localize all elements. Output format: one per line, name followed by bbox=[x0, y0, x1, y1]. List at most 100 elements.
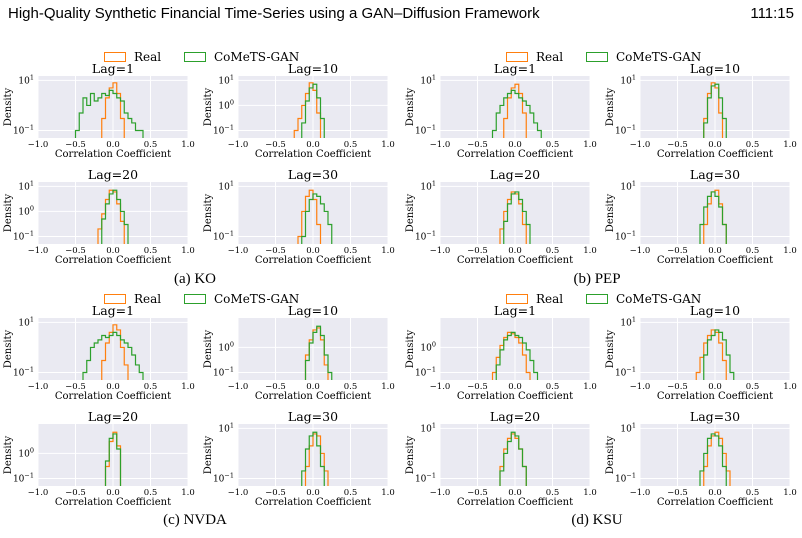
legend-item-synthetic: CoMeTS-GAN bbox=[586, 292, 701, 306]
x-tick-label: 0.5 bbox=[144, 140, 158, 150]
x-tick-label: −0.5 bbox=[467, 246, 488, 256]
histogram-real-series bbox=[101, 324, 129, 380]
x-tick-label: 0.5 bbox=[746, 382, 760, 392]
x-tick-label: 0.5 bbox=[546, 246, 560, 256]
x-tick-label: 1.0 bbox=[181, 140, 195, 150]
x-tick-label: 1.0 bbox=[181, 382, 195, 392]
page-header: High-Quality Synthetic Financial Time-Se… bbox=[8, 5, 794, 25]
y-axis-label: Density bbox=[405, 329, 416, 368]
legend-nvda: Real CoMeTS-GAN bbox=[104, 292, 344, 308]
x-tick-label: 0.5 bbox=[344, 382, 358, 392]
x-tick-label: 0.5 bbox=[546, 382, 560, 392]
panel-title: Lag=10 bbox=[690, 61, 740, 76]
histogram-synthetic-series bbox=[74, 89, 144, 138]
x-tick-label: −1.0 bbox=[28, 140, 49, 150]
histogram-synthetic-series bbox=[699, 433, 727, 486]
x-axis-label: Correlation Coefficient bbox=[657, 497, 773, 508]
x-tick-label: 0.0 bbox=[508, 246, 522, 256]
y-axis-label: Density bbox=[3, 329, 14, 368]
y-tick-label: 10−1 bbox=[13, 123, 34, 136]
y-tick-label: 10−1 bbox=[213, 123, 234, 136]
legend-item-real: Real bbox=[506, 292, 563, 306]
x-axis-label: Correlation Coefficient bbox=[255, 391, 371, 402]
y-tick-label: 10−1 bbox=[415, 229, 436, 242]
y-tick-label: 101 bbox=[420, 179, 436, 192]
y-tick-label: 101 bbox=[620, 315, 636, 328]
x-tick-label: 0.0 bbox=[106, 382, 120, 392]
histogram-panel-ko-lag10: 101 100 10−1 −1.0 −0.5 0.0 0.5 1.0 Correlation C… bbox=[203, 61, 395, 160]
y-tick-label: 10−1 bbox=[13, 471, 34, 484]
y-tick-label: 10−1 bbox=[13, 229, 34, 242]
y-axis-label: Density bbox=[605, 329, 616, 368]
running-title: High-Quality Synthetic Financial Time-Se… bbox=[8, 5, 540, 22]
x-tick-label: −0.5 bbox=[65, 140, 86, 150]
panel-title: Lag=1 bbox=[92, 61, 134, 76]
x-tick-label: −0.5 bbox=[65, 488, 86, 498]
x-tick-label: 0.0 bbox=[708, 382, 722, 392]
y-axis-label: Density bbox=[3, 87, 14, 126]
legend-label-real: Real bbox=[536, 292, 564, 306]
x-tick-label: 1.0 bbox=[381, 246, 395, 256]
x-tick-label: 0.0 bbox=[708, 488, 722, 498]
x-axis-label: Correlation Coefficient bbox=[457, 149, 573, 160]
x-tick-label: −0.5 bbox=[467, 382, 488, 392]
x-tick-label: 0.5 bbox=[344, 488, 358, 498]
x-axis-label: Correlation Coefficient bbox=[457, 255, 573, 266]
x-tick-label: −0.5 bbox=[667, 246, 688, 256]
y-tick-label: 10−1 bbox=[415, 123, 436, 136]
histogram-synthetic-series bbox=[301, 431, 325, 486]
histogram-synthetic-series bbox=[503, 191, 531, 244]
histogram-panel-pep-lag1: 101 10−1 −1.0 −0.5 0.0 0.5 1.0 Correlation Coef… bbox=[405, 61, 597, 160]
legend-item-synthetic: CoMeTS-GAN bbox=[184, 50, 299, 64]
x-axis-label: Correlation Coefficient bbox=[457, 497, 573, 508]
x-axis-label: Correlation Coefficient bbox=[255, 497, 371, 508]
x-tick-label: −0.5 bbox=[65, 246, 86, 256]
x-tick-label: 1.0 bbox=[583, 246, 597, 256]
y-tick-label: 100 bbox=[18, 446, 34, 459]
legend-label-real: Real bbox=[134, 50, 162, 64]
x-tick-label: 1.0 bbox=[583, 382, 597, 392]
y-axis-label: Density bbox=[405, 435, 416, 474]
x-tick-label: 1.0 bbox=[181, 488, 195, 498]
x-tick-label: 0.0 bbox=[708, 246, 722, 256]
legend-item-synthetic: CoMeTS-GAN bbox=[586, 50, 701, 64]
histogram-real-series bbox=[503, 83, 527, 138]
histogram-panel-ksu-lag30: 101 10−1 −1.0 −0.5 0.0 0.5 1.0 Correlation Coef… bbox=[605, 409, 797, 508]
x-tick-label: 0.5 bbox=[746, 140, 760, 150]
x-tick-label: 0.5 bbox=[546, 140, 560, 150]
legend-label-synthetic: CoMeTS-GAN bbox=[616, 292, 702, 306]
x-tick-label: 0.0 bbox=[306, 382, 320, 392]
y-tick-label: 101 bbox=[18, 73, 34, 86]
y-axis-label: Density bbox=[203, 329, 214, 368]
x-tick-label: −1.0 bbox=[430, 140, 451, 150]
y-tick-label: 10−1 bbox=[13, 365, 34, 378]
legend-ksu: Real CoMeTS-GAN bbox=[506, 292, 746, 308]
histogram-panel-pep-lag30: 101 10−1 −1.0 −0.5 0.0 0.5 1.0 Correlation Coef… bbox=[605, 167, 797, 266]
histogram-synthetic-series bbox=[703, 83, 727, 138]
x-tick-label: −1.0 bbox=[28, 488, 49, 498]
histogram-panel-ksu-lag10: 101 10−1 −1.0 −0.5 0.0 0.5 1.0 Correlation Coef… bbox=[605, 303, 797, 402]
panel-title: Lag=30 bbox=[690, 409, 740, 424]
x-tick-label: −0.5 bbox=[265, 488, 286, 498]
legend-item-real: Real bbox=[104, 50, 161, 64]
histogram-panel-pep-lag20: 101 10−1 −1.0 −0.5 0.0 0.5 1.0 Correlation Coef… bbox=[405, 167, 597, 266]
x-tick-label: 0.5 bbox=[746, 488, 760, 498]
legend-swatch-synthetic bbox=[184, 294, 206, 304]
y-tick-label: 101 bbox=[18, 315, 34, 328]
x-axis-label: Correlation Coefficient bbox=[255, 255, 371, 266]
histogram-panel-nvda-lag10: 100 10−1 −1.0 −0.5 0.0 0.5 1.0 Correlation Coef… bbox=[203, 303, 395, 402]
y-axis-label: Density bbox=[203, 435, 214, 474]
x-tick-label: −1.0 bbox=[630, 488, 651, 498]
histogram-synthetic-series bbox=[301, 83, 325, 138]
x-tick-label: 0.0 bbox=[508, 140, 522, 150]
histogram-real-series bbox=[703, 82, 724, 138]
legend-swatch-synthetic bbox=[586, 294, 608, 304]
y-axis-label: Density bbox=[605, 435, 616, 474]
x-tick-label: 0.0 bbox=[306, 246, 320, 256]
x-tick-label: 0.5 bbox=[746, 246, 760, 256]
panel-title: Lag=20 bbox=[88, 409, 138, 424]
page-number: 111:15 bbox=[750, 5, 794, 22]
histogram-panel-nvda-lag20: 100 10−1 −1.0 −0.5 0.0 0.5 1.0 Correlation Coef… bbox=[3, 409, 195, 508]
y-tick-label: 10−1 bbox=[415, 365, 436, 378]
histogram-panel-ksu-lag1: 100 10−1 −1.0 −0.5 0.0 0.5 1.0 Correlation Coef… bbox=[405, 303, 597, 402]
